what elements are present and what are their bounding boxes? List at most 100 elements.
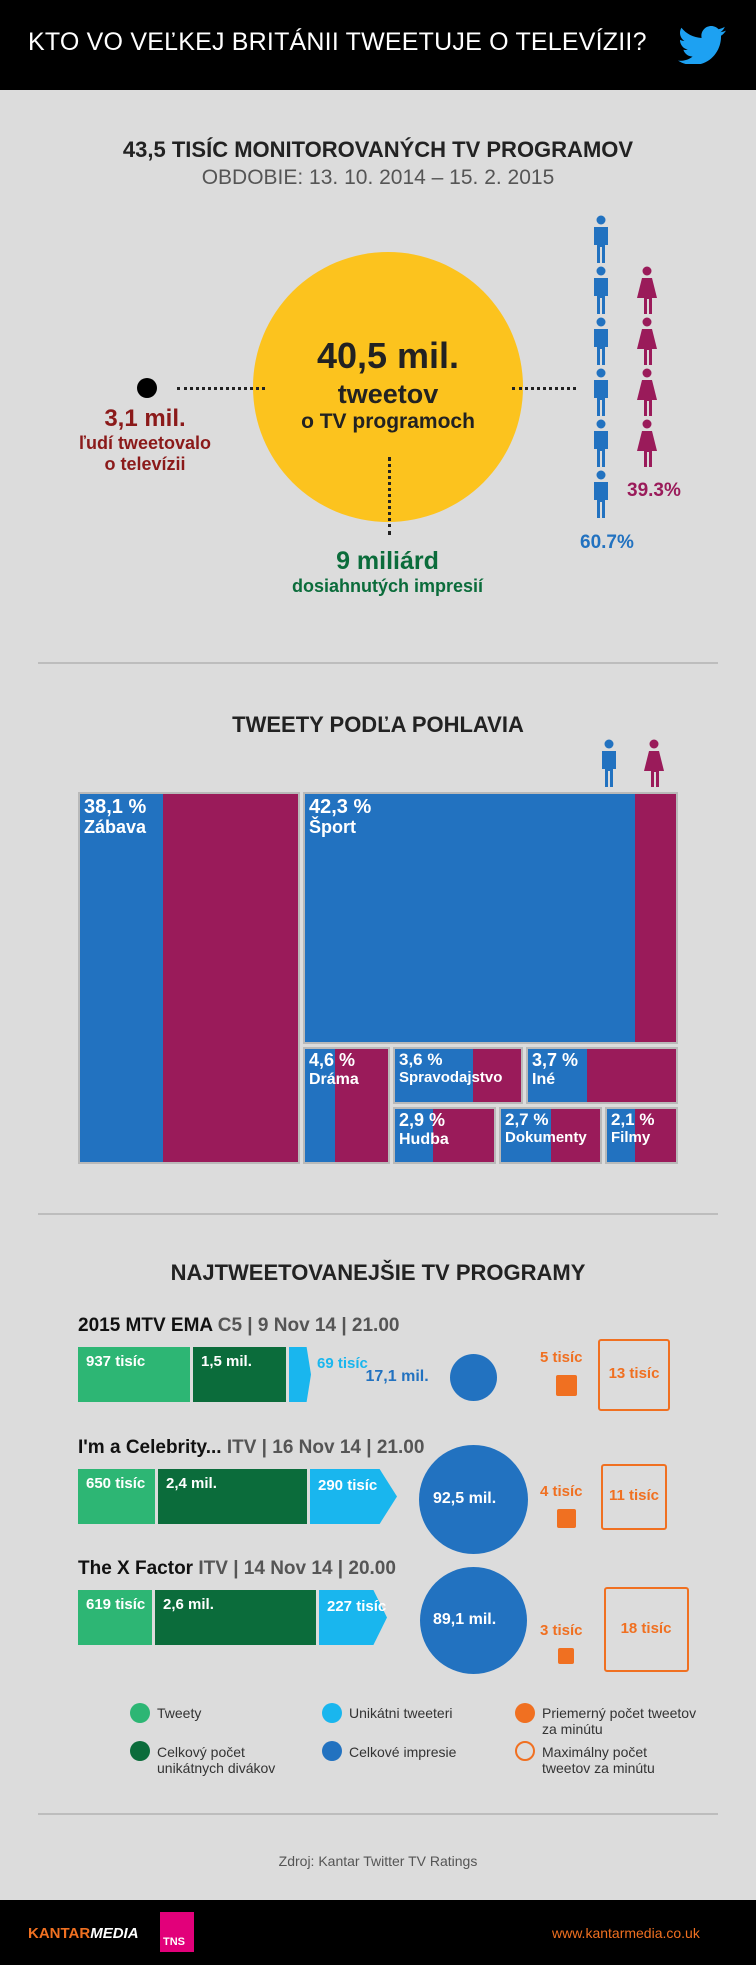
avg-per-minute-square [555,1375,577,1396]
program-title: The X Factor ITV | 14 Nov 14 | 20.00 [78,1558,396,1580]
treemap-female-bar [433,1109,494,1162]
impressions-label: 17,1 mil. [365,1367,429,1385]
people-connector [177,387,265,390]
treemap-pct: 2,9 % [399,1110,446,1130]
programs-section-title: NAJTWEETOVANEJŠIE TV PROGRAMY [170,1260,586,1285]
tweets-bar: 937 tisíc [78,1347,190,1402]
treemap-label: 42,3 % Šport [309,796,371,838]
treemap-name: Šport [309,817,356,837]
impressions-circle [419,1567,527,1674]
unique-tweeters-bar [310,1469,397,1524]
legend-viewers: Celkový počet unikátnych divákov [157,1744,275,1776]
impressions-value: 9 miliárd [336,547,439,575]
legend-max: Maximálny počet tweetov za minútu [542,1744,655,1776]
header-bar: KTO VO VEĽKEJ BRITÁNII TWEETUJE O TELEVÍ… [0,0,756,90]
male-percent-label: 60.7% [580,532,634,553]
impressions-label: dosiahnutých impresií [291,576,484,596]
impressions-circle [418,1445,528,1554]
gender-pictogram [580,215,670,518]
tweets-label-1: tweetov [337,379,439,409]
treemap-name: Iné [532,1070,556,1088]
unique-tweeters-label: 290 tisíc [318,1477,378,1494]
legend-impressions-swatch [322,1741,342,1761]
tweets-value: 40,5 mil. [316,335,460,376]
treemap-female-bar [635,1109,676,1162]
tweets-label-2: o TV programoch [301,410,475,433]
avg-per-minute-square [556,1509,576,1528]
treemap-label: 3,6 % Spravodajstvo [399,1050,503,1086]
treemap-female-bar [587,1049,676,1102]
treemap-pct: 3,6 % [399,1050,443,1069]
people-label-2: o televízii [104,454,186,474]
female-person-icon [636,419,658,472]
monitored-programs-title: 43,5 TISÍC MONITOROVANÝCH TV PROGRAMOV [122,137,634,162]
treemap-cell-hudba: 2,9 % Hudba [393,1107,496,1164]
treemap-name: Spravodajstvo [399,1068,503,1086]
legend-avg-swatch [515,1703,535,1723]
treemap-male-bar [395,1109,433,1162]
treemap-label: 2,7 % Dokumenty [505,1110,587,1146]
impressions-connector [388,457,391,535]
treemap-name: Hudba [399,1130,449,1148]
legend-avg-line1: Priemerný počet tweetov [542,1705,697,1721]
female-person-icon [636,266,658,319]
unique-tweeters-bar [289,1347,311,1402]
legend-impressions: Celkové impresie [349,1744,457,1760]
viewers-bar: 2,4 mil. [158,1469,307,1524]
treemap-cell-dráma: 4,6 % Dráma [303,1047,390,1164]
gender-connector [512,387,576,390]
legend-tweets-swatch [130,1703,150,1723]
treemap-male-bar [80,794,163,1162]
treemap-cell-filmy: 2,1 % Filmy [605,1107,678,1164]
viewers-bar: 2,6 mil. [155,1590,316,1645]
legend-max-line1: Maximálny počet [542,1744,648,1760]
max-per-minute-label: 11 tisíc [608,1486,660,1504]
legend-tweets: Tweety [157,1705,202,1721]
impressions-circle [449,1354,497,1401]
people-dot [137,378,157,398]
program-name: I'm a Celebrity... [78,1437,227,1458]
unique-tweeters-label: 69 tisíc [317,1355,368,1372]
impressions-stat: 9 miliárd dosiahnutých impresií [250,547,525,597]
max-per-minute-label: 18 tisíc [620,1619,672,1637]
treemap-male-bar [607,1109,635,1162]
male-person-icon [590,317,612,370]
treemap-cell-šport: 42,3 % Šport [303,792,678,1044]
program-info: ITV | 16 Nov 14 | 21.00 [226,1437,425,1458]
program-title: 2015 MTV EMA C5 | 9 Nov 14 | 21.00 [78,1315,399,1337]
male-person-icon [590,419,612,472]
unique-tweeters-bar [319,1590,387,1645]
treemap-male-bar [395,1049,473,1102]
female-person-icon [636,317,658,370]
treemap-pct: 3,7 % [532,1050,579,1070]
male-person-icon [590,266,612,319]
kantar-url-link[interactable]: www.kantarmedia.co.uk [552,1925,700,1941]
treemap-male-bar [305,794,635,1042]
treemap-pct: 2,7 % [505,1110,549,1129]
treemap-female-bar [335,1049,388,1162]
female-icon [644,739,664,787]
tns-logo-text: TNS [163,1936,185,1948]
treemap-pct: 4,6 % [309,1050,356,1070]
section-divider-2 [38,1213,718,1215]
max-per-minute-label: 13 tisíc [608,1364,660,1382]
gender-treemap: 38,1 % Zábava 42,3 % Šport 4,6 % Dráma 3,6 % Sp… [78,792,678,1164]
program-info: ITV | 14 Nov 14 | 20.00 [198,1558,396,1579]
legend-max-swatch [515,1741,535,1761]
section-divider-1 [38,662,718,664]
legend-viewers-swatch [130,1741,150,1761]
gender-section-title: TWEETY PODĽA POHLAVIA [232,712,524,737]
legend-unique: Unikátni tweeteri [349,1705,453,1721]
people-label-1: ľudí tweetovalo [79,433,211,453]
male-person-icon [590,470,612,523]
program-name: 2015 MTV EMA [78,1315,218,1336]
treemap-label: 38,1 % Zábava [84,796,146,838]
program-name: The X Factor [78,1558,199,1579]
legend-avg: Priemerný počet tweetov za minútu [542,1705,696,1737]
treemap-male-bar [528,1049,587,1102]
twitter-bird-icon [678,26,726,64]
period-subtitle: OBDOBIE: 13. 10. 2014 – 15. 2. 2015 [201,166,555,189]
max-per-minute-square [601,1463,667,1530]
treemap-label: 3,7 % Iné [532,1050,579,1088]
female-person-icon [636,368,658,421]
